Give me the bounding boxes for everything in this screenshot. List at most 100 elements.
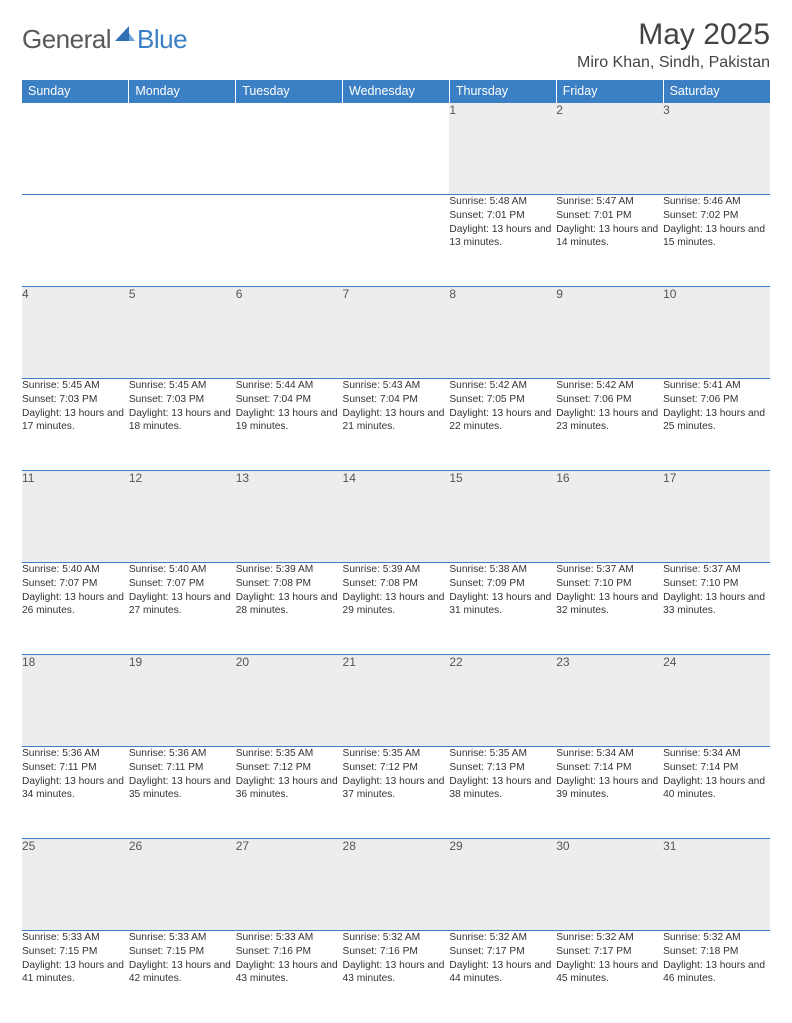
day-detail-cell: Sunrise: 5:35 AMSunset: 7:12 PMDaylight:… [343,747,450,839]
sunset-line: Sunset: 7:14 PM [556,761,663,775]
day-detail-cell: Sunrise: 5:36 AMSunset: 7:11 PMDaylight:… [129,747,236,839]
week-3-detail-row: Sunrise: 5:36 AMSunset: 7:11 PMDaylight:… [22,747,770,839]
day-detail-cell [129,195,236,287]
day-detail-cell: Sunrise: 5:42 AMSunset: 7:06 PMDaylight:… [556,379,663,471]
daylight-line: Daylight: 13 hours and 25 minutes. [663,407,770,435]
day-detail-cell: Sunrise: 5:32 AMSunset: 7:16 PMDaylight:… [343,931,450,1023]
sunrise-line: Sunrise: 5:44 AM [236,379,343,393]
day-detail-cell: Sunrise: 5:48 AMSunset: 7:01 PMDaylight:… [449,195,556,287]
daylight-line: Daylight: 13 hours and 17 minutes. [22,407,129,435]
sunrise-line: Sunrise: 5:41 AM [663,379,770,393]
day-number-cell: 28 [343,839,450,931]
daylight-line: Daylight: 13 hours and 27 minutes. [129,591,236,619]
brand-text-blue: Blue [137,24,187,55]
sunset-line: Sunset: 7:02 PM [663,209,770,223]
day-detail-cell: Sunrise: 5:33 AMSunset: 7:15 PMDaylight:… [22,931,129,1023]
brand-logo: General Blue [22,24,187,55]
sunset-line: Sunset: 7:08 PM [236,577,343,591]
sunrise-line: Sunrise: 5:43 AM [343,379,450,393]
day-number-cell [22,103,129,195]
calendar-table: SundayMondayTuesdayWednesdayThursdayFrid… [22,80,770,1023]
month-title: May 2025 [577,18,770,52]
day-number-cell: 14 [343,471,450,563]
sunrise-line: Sunrise: 5:46 AM [663,195,770,209]
week-2-detail-row: Sunrise: 5:40 AMSunset: 7:07 PMDaylight:… [22,563,770,655]
day-detail-cell: Sunrise: 5:43 AMSunset: 7:04 PMDaylight:… [343,379,450,471]
sunset-line: Sunset: 7:15 PM [22,945,129,959]
sunset-line: Sunset: 7:12 PM [236,761,343,775]
week-3-daynum-row: 18192021222324 [22,655,770,747]
weekday-header-friday: Friday [556,80,663,103]
day-detail-cell: Sunrise: 5:32 AMSunset: 7:18 PMDaylight:… [663,931,770,1023]
weekday-header-monday: Monday [129,80,236,103]
sunrise-line: Sunrise: 5:35 AM [449,747,556,761]
sunrise-line: Sunrise: 5:33 AM [129,931,236,945]
daylight-line: Daylight: 13 hours and 36 minutes. [236,775,343,803]
sunrise-line: Sunrise: 5:32 AM [343,931,450,945]
daylight-line: Daylight: 13 hours and 42 minutes. [129,959,236,987]
sunset-line: Sunset: 7:12 PM [343,761,450,775]
day-number-cell: 7 [343,287,450,379]
sunset-line: Sunset: 7:13 PM [449,761,556,775]
day-number-cell: 3 [663,103,770,195]
weekday-header-tuesday: Tuesday [236,80,343,103]
day-number-cell: 24 [663,655,770,747]
day-detail-cell: Sunrise: 5:37 AMSunset: 7:10 PMDaylight:… [663,563,770,655]
sunset-line: Sunset: 7:06 PM [556,393,663,407]
day-detail-cell: Sunrise: 5:37 AMSunset: 7:10 PMDaylight:… [556,563,663,655]
day-number-cell: 31 [663,839,770,931]
day-detail-cell: Sunrise: 5:42 AMSunset: 7:05 PMDaylight:… [449,379,556,471]
daylight-line: Daylight: 13 hours and 43 minutes. [343,959,450,987]
daylight-line: Daylight: 13 hours and 40 minutes. [663,775,770,803]
day-number-cell: 4 [22,287,129,379]
sunset-line: Sunset: 7:17 PM [556,945,663,959]
day-number-cell: 6 [236,287,343,379]
sunset-line: Sunset: 7:07 PM [129,577,236,591]
day-number-cell: 11 [22,471,129,563]
sunrise-line: Sunrise: 5:32 AM [449,931,556,945]
sunrise-line: Sunrise: 5:36 AM [22,747,129,761]
sunset-line: Sunset: 7:04 PM [343,393,450,407]
daylight-line: Daylight: 13 hours and 43 minutes. [236,959,343,987]
sunrise-line: Sunrise: 5:47 AM [556,195,663,209]
daylight-line: Daylight: 13 hours and 15 minutes. [663,223,770,251]
sunrise-line: Sunrise: 5:35 AM [236,747,343,761]
week-2-daynum-row: 11121314151617 [22,471,770,563]
daylight-line: Daylight: 13 hours and 33 minutes. [663,591,770,619]
day-number-cell: 29 [449,839,556,931]
sunset-line: Sunset: 7:17 PM [449,945,556,959]
sunset-line: Sunset: 7:15 PM [129,945,236,959]
sunrise-line: Sunrise: 5:42 AM [556,379,663,393]
day-detail-cell: Sunrise: 5:32 AMSunset: 7:17 PMDaylight:… [449,931,556,1023]
day-number-cell: 13 [236,471,343,563]
day-detail-cell: Sunrise: 5:45 AMSunset: 7:03 PMDaylight:… [22,379,129,471]
week-4-detail-row: Sunrise: 5:33 AMSunset: 7:15 PMDaylight:… [22,931,770,1023]
daylight-line: Daylight: 13 hours and 38 minutes. [449,775,556,803]
daylight-line: Daylight: 13 hours and 41 minutes. [22,959,129,987]
day-number-cell: 21 [343,655,450,747]
daylight-line: Daylight: 13 hours and 18 minutes. [129,407,236,435]
day-number-cell: 9 [556,287,663,379]
sunset-line: Sunset: 7:03 PM [22,393,129,407]
week-0-daynum-row: 123 [22,103,770,195]
sunset-line: Sunset: 7:08 PM [343,577,450,591]
sunset-line: Sunset: 7:07 PM [22,577,129,591]
day-detail-cell: Sunrise: 5:32 AMSunset: 7:17 PMDaylight:… [556,931,663,1023]
sunset-line: Sunset: 7:11 PM [129,761,236,775]
week-4-daynum-row: 25262728293031 [22,839,770,931]
sunrise-line: Sunrise: 5:34 AM [556,747,663,761]
day-number-cell: 10 [663,287,770,379]
day-detail-cell: Sunrise: 5:33 AMSunset: 7:15 PMDaylight:… [129,931,236,1023]
day-detail-cell: Sunrise: 5:44 AMSunset: 7:04 PMDaylight:… [236,379,343,471]
day-number-cell [236,103,343,195]
day-detail-cell: Sunrise: 5:34 AMSunset: 7:14 PMDaylight:… [556,747,663,839]
sunrise-line: Sunrise: 5:34 AM [663,747,770,761]
day-number-cell: 27 [236,839,343,931]
week-1-detail-row: Sunrise: 5:45 AMSunset: 7:03 PMDaylight:… [22,379,770,471]
daylight-line: Daylight: 13 hours and 22 minutes. [449,407,556,435]
brand-sail-icon [115,26,135,47]
daylight-line: Daylight: 13 hours and 31 minutes. [449,591,556,619]
daylight-line: Daylight: 13 hours and 23 minutes. [556,407,663,435]
day-number-cell: 5 [129,287,236,379]
sunrise-line: Sunrise: 5:38 AM [449,563,556,577]
